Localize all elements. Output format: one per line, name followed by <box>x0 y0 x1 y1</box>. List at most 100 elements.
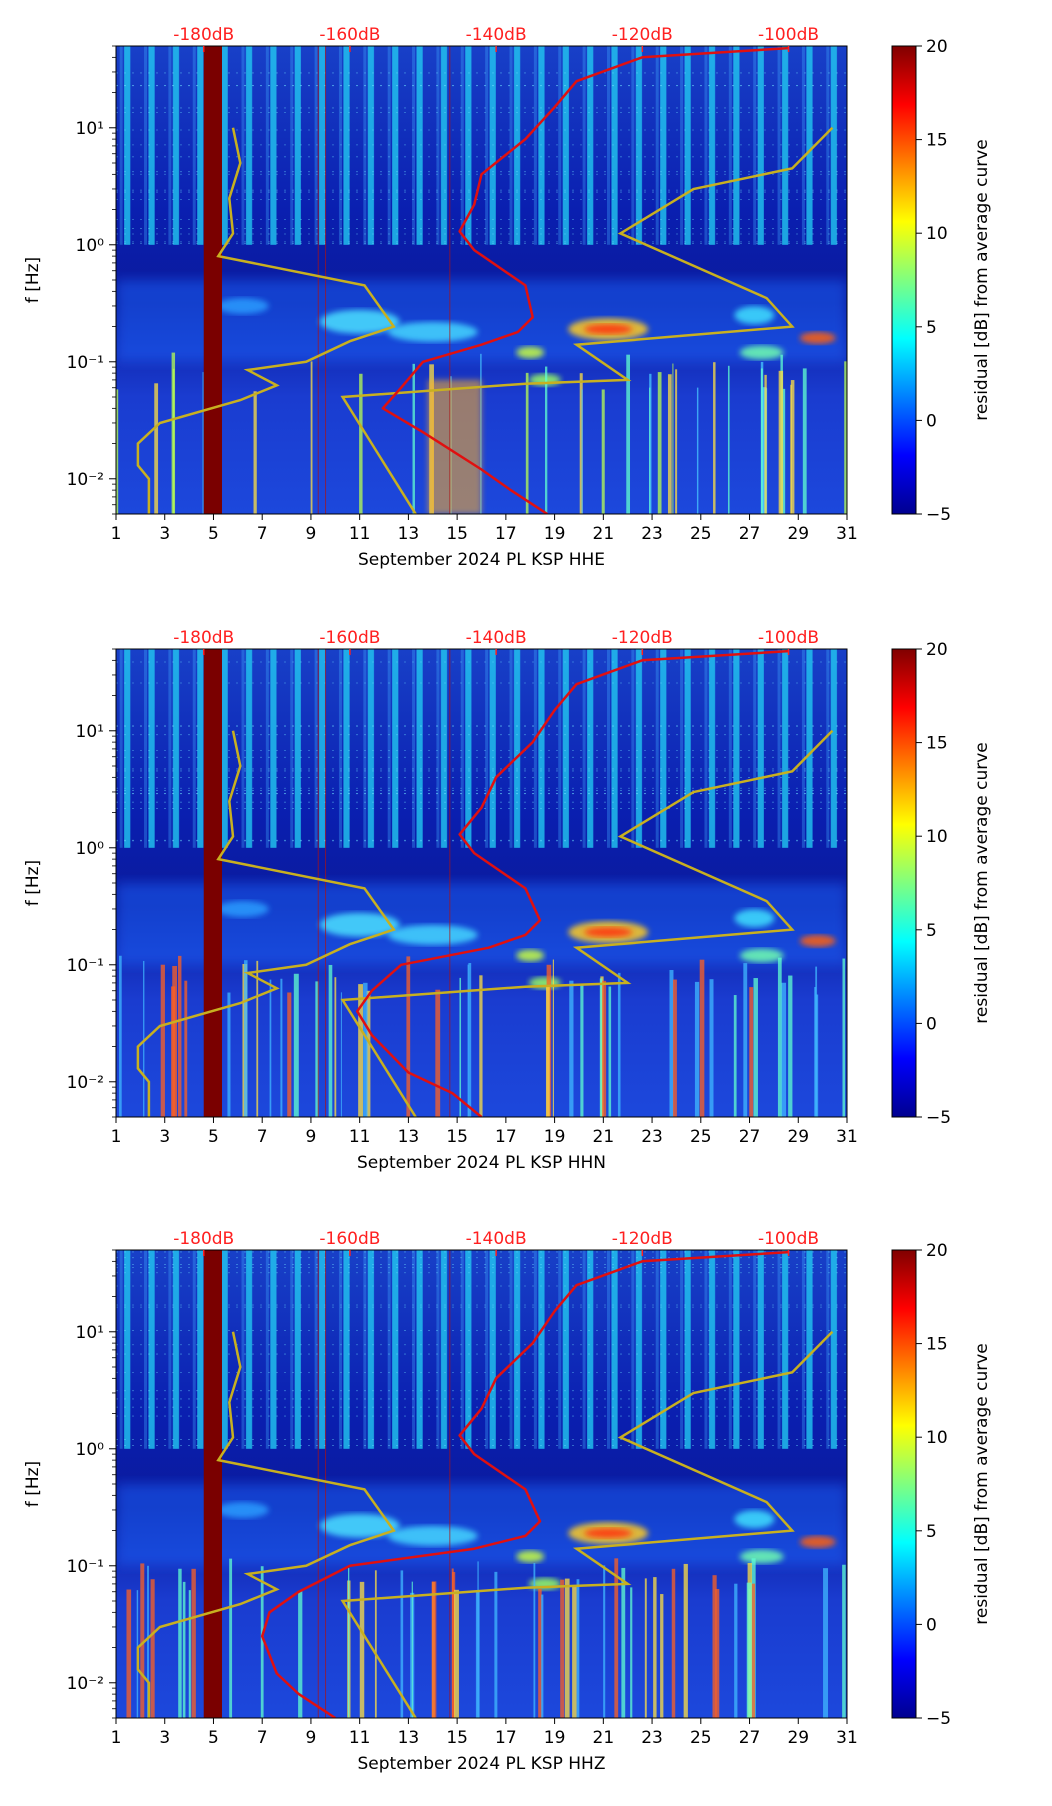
daily-noise-stripe <box>728 46 732 245</box>
storm-blob <box>734 909 775 928</box>
x-tick-label: 21 <box>593 1127 615 1147</box>
x-tick-label: 9 <box>306 524 317 544</box>
x-tick-label: 7 <box>257 1728 268 1748</box>
top-db-label: -140dB <box>466 25 527 45</box>
daily-noise-stripe <box>680 1250 684 1449</box>
event-streak <box>630 1587 633 1718</box>
event-streak <box>154 383 159 514</box>
daily-noise-stripe <box>680 46 684 245</box>
daily-noise-stripe <box>509 1250 513 1449</box>
event-streak <box>694 981 700 1117</box>
event-streak <box>147 1565 149 1718</box>
x-axis-label: September 2024 PL KSP HHN <box>357 1153 606 1173</box>
daily-noise-stripe <box>655 46 659 245</box>
daily-noise-stripe <box>192 46 196 245</box>
spectrogram-area-hhz <box>116 1250 847 1718</box>
colorbar <box>891 1249 917 1719</box>
event-streak <box>842 958 846 1117</box>
daily-noise-stripe <box>368 46 375 245</box>
daily-noise-stripe <box>826 46 830 245</box>
event-streak <box>182 1581 186 1718</box>
event-streak <box>358 984 363 1117</box>
x-tick-label: 15 <box>446 1728 468 1748</box>
storm-blob <box>516 949 545 962</box>
daily-noise-stripe <box>680 649 684 848</box>
event-streak <box>699 959 705 1117</box>
high-noise-model-curve <box>340 729 834 1117</box>
event-streak <box>363 982 368 1117</box>
daily-noise-stripe <box>831 46 838 245</box>
daily-noise-stripe <box>514 649 521 848</box>
event-streak <box>672 363 674 514</box>
daily-noise-stripe <box>533 1250 537 1449</box>
daily-noise-stripe <box>441 649 448 848</box>
daily-noise-stripe <box>777 649 781 848</box>
event-streak <box>601 389 605 514</box>
storm-blob <box>739 948 784 963</box>
daily-noise-stripe <box>338 1250 342 1449</box>
daily-noise-stripe <box>241 1250 245 1449</box>
event-streak <box>359 373 363 514</box>
daily-noise-stripe <box>660 649 667 848</box>
event-streak <box>751 1583 755 1718</box>
daily-noise-stripe <box>582 649 586 848</box>
daily-noise-stripe <box>558 46 562 245</box>
data-gap-band <box>203 649 222 1117</box>
x-tick-label: 13 <box>398 524 420 544</box>
event-streak <box>340 992 342 1117</box>
event-streak <box>753 978 758 1117</box>
event-streak <box>760 368 763 514</box>
daily-noise-stripe <box>489 649 496 848</box>
daily-noise-stripe <box>757 649 764 848</box>
daily-noise-stripe <box>436 1250 440 1449</box>
event-streak <box>673 979 677 1117</box>
daily-noise-stripe <box>631 1250 635 1449</box>
top-db-label: -180dB <box>173 1229 234 1249</box>
daily-noise-stripe <box>290 649 294 848</box>
x-tick-label: 29 <box>787 524 809 544</box>
daily-noise-stripe <box>221 649 228 848</box>
event-streak <box>533 1562 536 1718</box>
daily-noise-stripe <box>782 46 789 245</box>
event-streak <box>749 987 754 1117</box>
daily-noise-stripe <box>611 46 618 245</box>
event-streak <box>552 959 554 1117</box>
event-streak <box>150 1579 155 1718</box>
event-streak <box>172 965 178 1117</box>
daily-noise-stripe <box>631 46 635 245</box>
event-streak <box>802 368 807 514</box>
daily-noise-stripe <box>144 46 148 245</box>
daily-noise-stripe <box>246 46 253 245</box>
daily-noise-stripe <box>412 1250 416 1449</box>
y-tick-label: 10⁰ <box>76 839 105 859</box>
daily-noise-stripe <box>343 649 350 848</box>
event-streak <box>746 1582 752 1718</box>
microseism-band <box>116 280 847 362</box>
event-streak <box>280 978 283 1117</box>
psd-curve <box>260 1250 789 1718</box>
x-tick-label: 17 <box>495 1728 517 1748</box>
daily-noise-stripe <box>416 46 423 245</box>
event-streak <box>467 964 469 1117</box>
daily-noise-stripe <box>168 649 172 848</box>
daily-noise-stripe <box>441 46 448 245</box>
event-streak <box>178 1568 182 1718</box>
daily-noise-stripe <box>173 46 180 245</box>
daily-noise-stripe <box>465 46 472 245</box>
event-streak <box>671 1568 676 1718</box>
colorbar-label: residual [dB] from average curve <box>972 1343 992 1624</box>
colorbar-tick-label: 5 <box>926 921 937 941</box>
event-streak <box>538 1588 542 1718</box>
y-tick-label: 10⁻² <box>67 1073 104 1093</box>
x-tick-label: 19 <box>544 1728 566 1748</box>
top-db-label: -180dB <box>173 628 234 648</box>
colorbar-tick-label: −5 <box>926 1108 951 1128</box>
x-tick-label: 27 <box>739 524 761 544</box>
event-streak <box>581 389 583 514</box>
daily-noise-stripe <box>192 649 196 848</box>
daily-noise-stripe <box>363 649 367 848</box>
daily-noise-stripe <box>777 1250 781 1449</box>
x-tick-label: 19 <box>544 1127 566 1147</box>
